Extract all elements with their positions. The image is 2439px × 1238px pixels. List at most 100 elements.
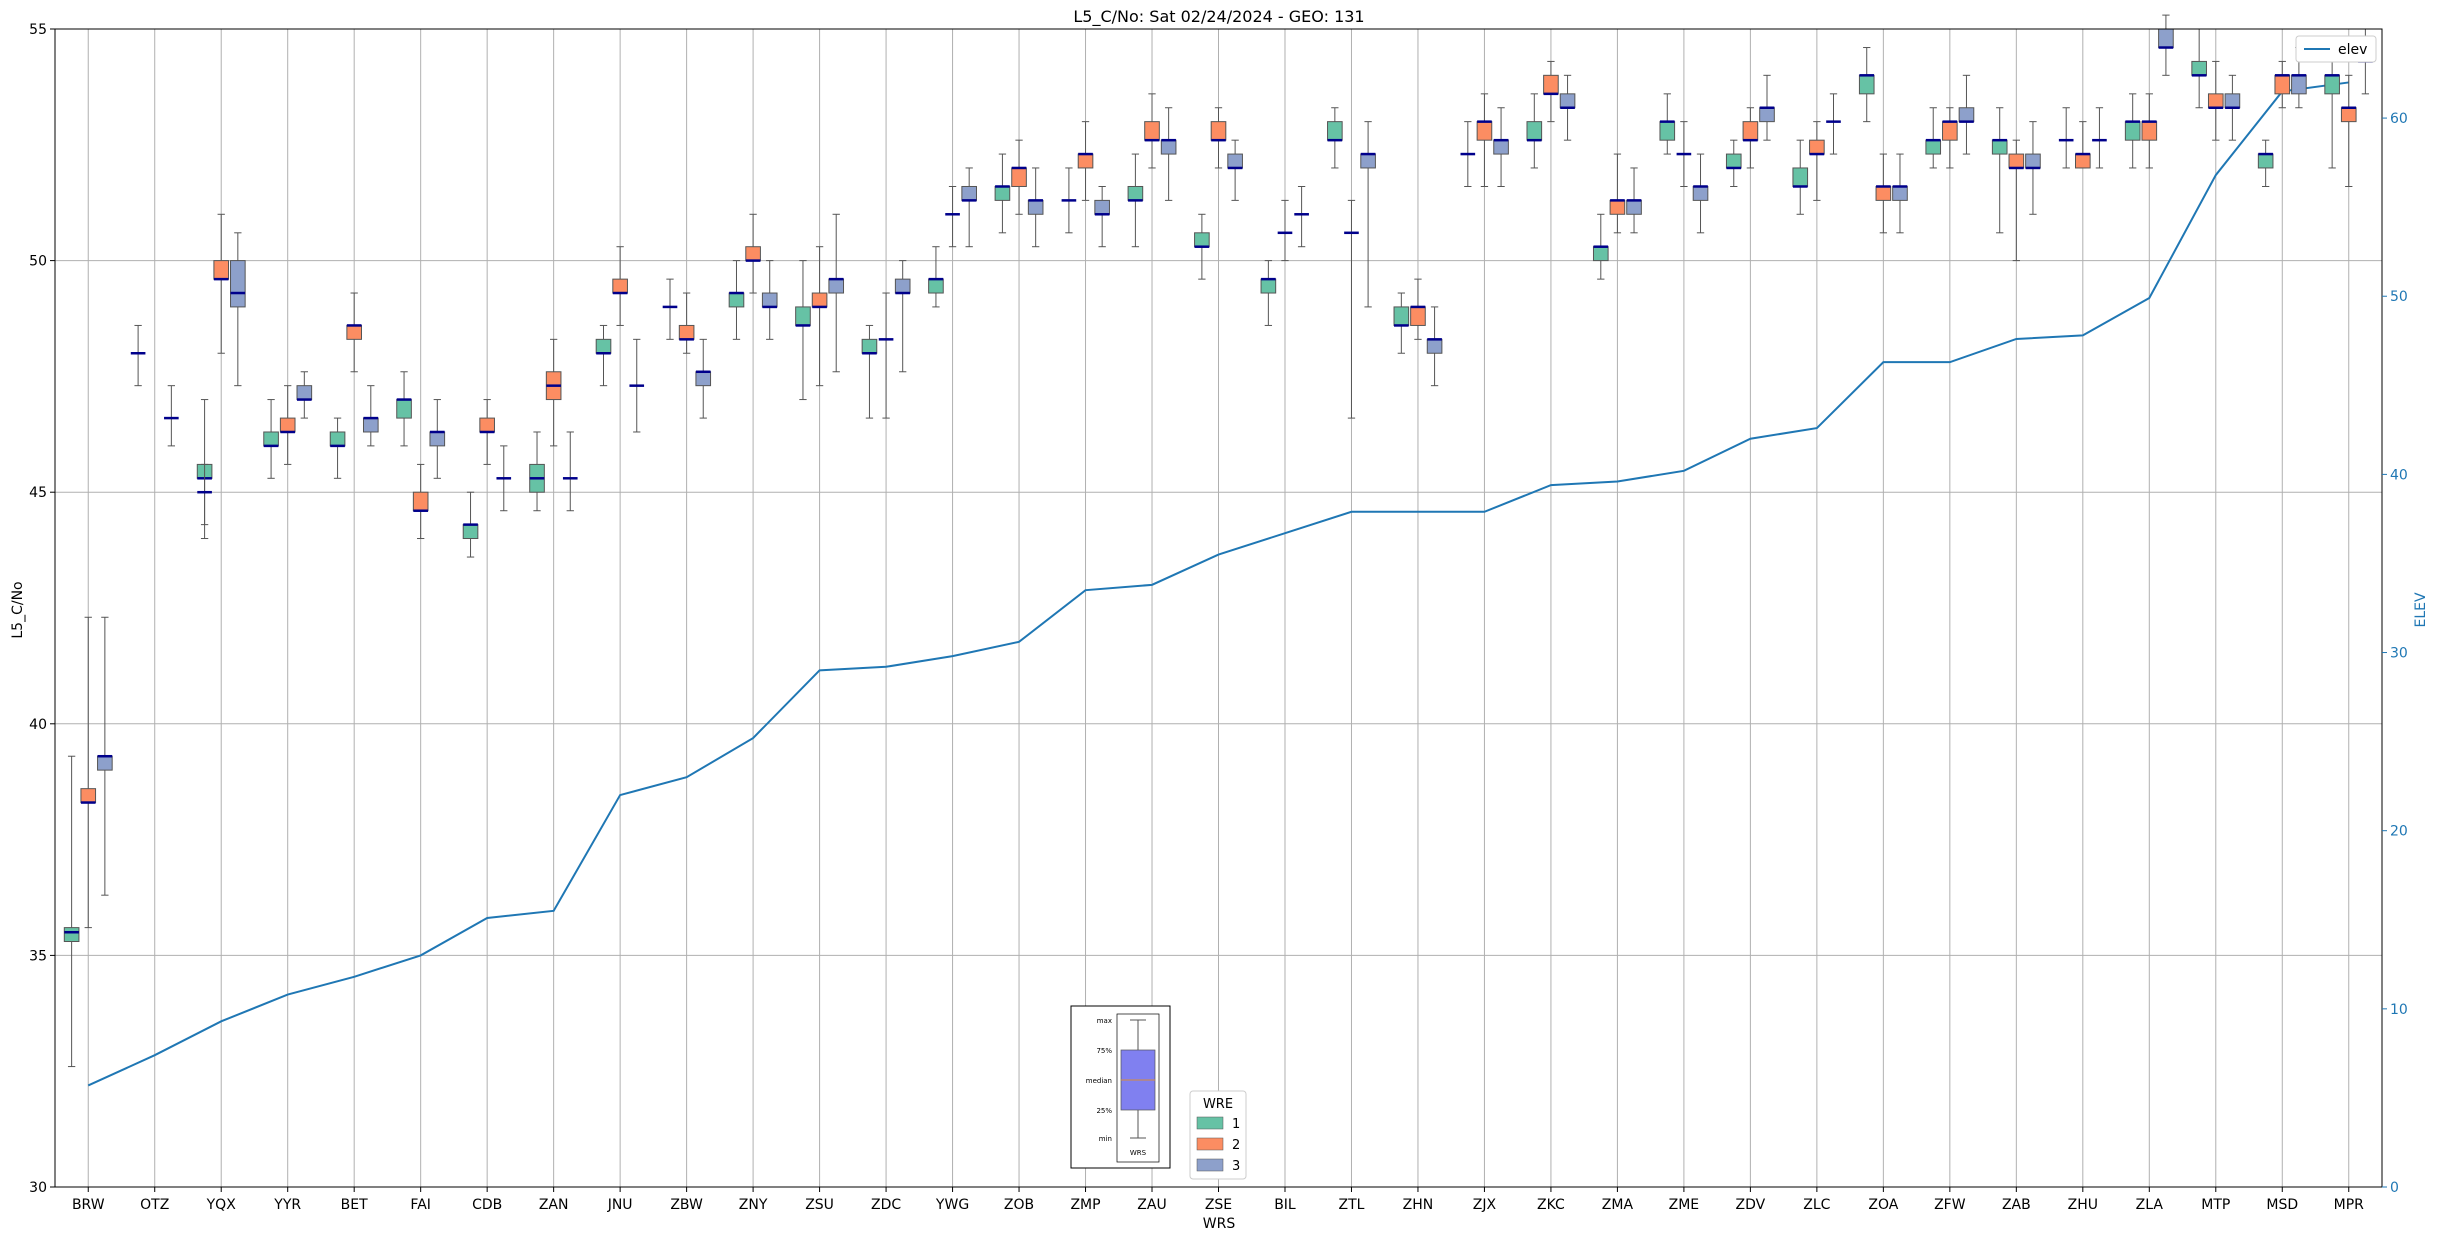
box-wre-3 [496,445,512,512]
box-wre-1 [130,324,146,387]
box-iqr [1227,153,1243,169]
chart-title: L5_C/No: Sat 02/24/2024 - GEO: 131 [1073,7,1364,27]
box-wre-2 [1609,153,1626,234]
y2-tick-label: 20 [2390,824,2408,840]
box-iqr [1991,139,2008,155]
elev-legend: elev [2295,35,2377,63]
box-wre-3 [164,385,179,447]
box-wre-3 [1892,153,1908,234]
x-tick-label: ZOB [1004,1197,1034,1213]
box-wre-1 [795,260,811,401]
box-series [63,14,2374,1068]
box-iqr [2207,93,2224,109]
x-tick-label: ZDC [871,1197,901,1213]
box-iqr [462,524,479,540]
box-iqr [230,260,246,308]
box-wre-2 [1809,121,1825,201]
box-key-label: median [1086,1077,1112,1085]
box-iqr [695,371,712,387]
x-tick-label: ZLC [1803,1197,1830,1213]
box-iqr [1194,232,1210,248]
box-wre-1 [63,755,80,1068]
box-iqr [1942,121,1958,141]
box-wre-2 [811,246,828,387]
box-wre-1 [2257,139,2274,187]
box-wre-1 [1725,139,1742,187]
box-wre-0 [197,463,212,526]
box-wre-1 [263,399,279,479]
x-tick-label: YWG [935,1197,969,1213]
box-iqr [1360,153,1376,169]
box-iqr [861,338,878,354]
x-tick-label: ZAU [1137,1197,1166,1213]
elev-line [87,81,2349,1087]
box-iqr [1925,139,1942,155]
box-iqr [1327,121,1343,141]
wre-legend-swatch [1196,1116,1224,1130]
box-key-inner-frame [1116,1013,1160,1163]
box-key-label: max [1097,1017,1112,1025]
y2-tick-label: 50 [2390,289,2408,305]
x-tick-label: MTP [2201,1197,2230,1213]
box-iqr [1011,167,1027,187]
x-tick-label: BRW [72,1197,105,1213]
box-wre-3 [296,371,313,419]
box-iqr [1127,185,1144,201]
x-tick-label: CDB [472,1197,502,1213]
y-tick-label: 35 [29,948,47,964]
box-iqr [296,385,313,401]
box-wre-1 [1260,260,1277,326]
x-tick-label: BET [341,1197,368,1213]
box-iqr [761,292,778,308]
box-wre-3 [1094,185,1110,248]
box-iqr [1027,199,1044,215]
box-wre-2 [2207,60,2224,141]
box-wre-1 [1592,213,1609,280]
box-wre-2 [612,246,628,326]
box-wre-3 [1426,306,1443,387]
box-iqr [795,306,811,326]
box-iqr [894,278,911,294]
wre-legend-label: 2 [1232,1138,1240,1153]
y-tick-label: 50 [29,254,47,270]
box-wre-2 [2340,74,2357,187]
box-wre-3 [1626,167,1642,234]
box-wre-3 [1227,139,1243,201]
box-wre-3 [362,385,379,447]
box-key-label: 75% [1096,1047,1112,1055]
box-wre-2 [545,338,562,447]
box-iqr [1958,107,1975,123]
x-tick-label: ZOA [1868,1197,1898,1213]
box-iqr [1543,74,1559,95]
box-wre-3 [894,260,911,373]
legends: elev WRE 1 2 3 max 75% median 25% min WRS [1070,35,2377,1180]
wre-legend-frame [1189,1090,1247,1180]
box-wre-3 [1559,74,1576,141]
box-wre-1 [662,278,678,340]
box-wre-3 [761,260,778,340]
box-iqr [1426,338,1443,354]
box-iqr [961,185,977,201]
box-iqr [2274,74,2291,95]
box-wre-3 [1759,74,1775,141]
box-iqr [811,292,828,308]
x-tick-label: ZSE [1205,1197,1232,1213]
x-tick-label: ZAB [2002,1197,2031,1213]
box-iqr [412,491,429,512]
box-wre-1 [595,324,612,387]
box-iqr [1875,185,1892,201]
box-wre-3 [1360,121,1376,308]
wre-legend: WRE 1 2 3 [1189,1090,1247,1180]
box-iqr [2124,121,2141,141]
box-wre-2 [1144,93,1160,169]
y-tick-label: 30 [29,1180,47,1196]
box-iqr [2191,60,2207,76]
box-wre-1 [2324,47,2340,169]
x-tick-label: JNU [607,1197,633,1213]
x-tick-label: ZLA [2136,1197,2164,1213]
box-iqr [2257,153,2274,169]
box-iqr [329,431,346,447]
x-tick-label: ZAN [539,1197,569,1213]
axes: 30 35 40 45 50 55 0 10 20 30 40 50 60 BRW OTZ YQX YYR BET… [29,22,2408,1213]
box-iqr [346,324,362,340]
